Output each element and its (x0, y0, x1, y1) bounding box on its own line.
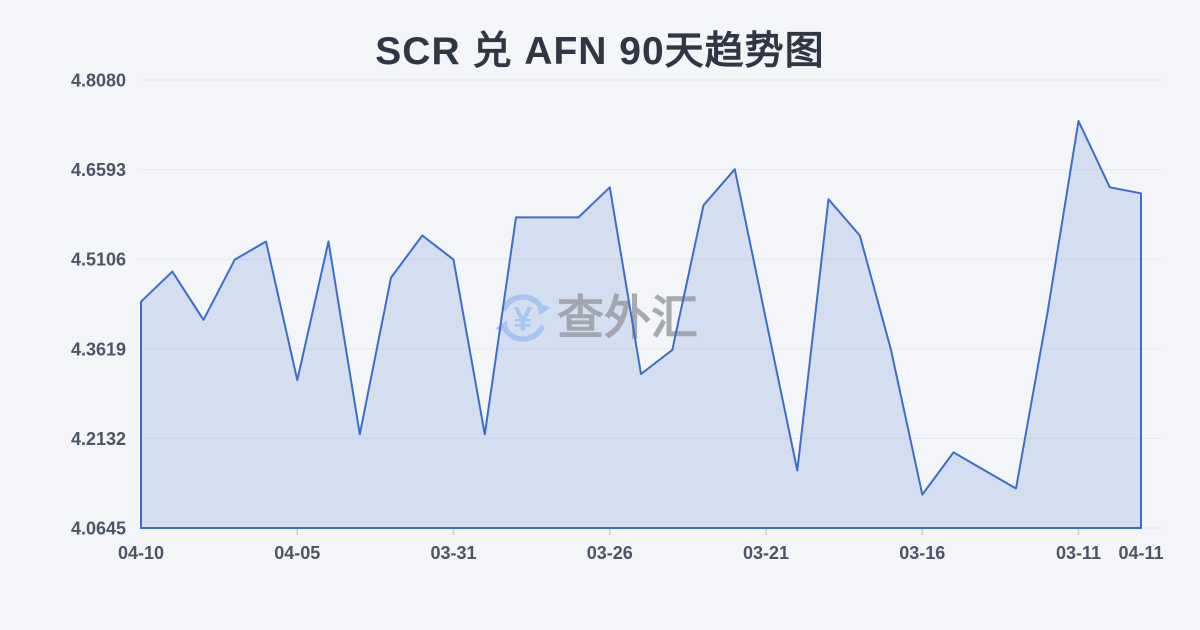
x-axis-label: 03-11 (1056, 543, 1101, 563)
y-axis-label: 4.6593 (71, 160, 126, 180)
x-axis-label: 03-31 (430, 543, 476, 563)
x-axis-label: 03-26 (587, 543, 633, 563)
chart-title: SCR 兑 AFN 90天趋势图 (375, 30, 825, 73)
x-axis-label: 04-11 (1118, 543, 1163, 563)
x-axis-label: 03-21 (743, 543, 789, 563)
y-axis-label: 4.0645 (71, 519, 126, 539)
y-axis-label: 4.2132 (71, 429, 126, 449)
watermark: ¥ 查外汇 (495, 291, 698, 344)
y-axis-label: 4.3619 (71, 339, 126, 359)
y-axis-label: 4.8080 (71, 71, 126, 91)
x-axis-label: 04-05 (274, 543, 320, 563)
svg-text:¥: ¥ (514, 301, 533, 339)
refresh-yen-icon: ¥ (495, 294, 551, 342)
y-axis-label: 4.5106 (71, 250, 126, 270)
x-axis-label: 03-16 (899, 543, 945, 563)
series-line (140, 120, 1142, 529)
area-fill (141, 121, 1141, 528)
x-axis-label: 04-10 (118, 543, 164, 563)
